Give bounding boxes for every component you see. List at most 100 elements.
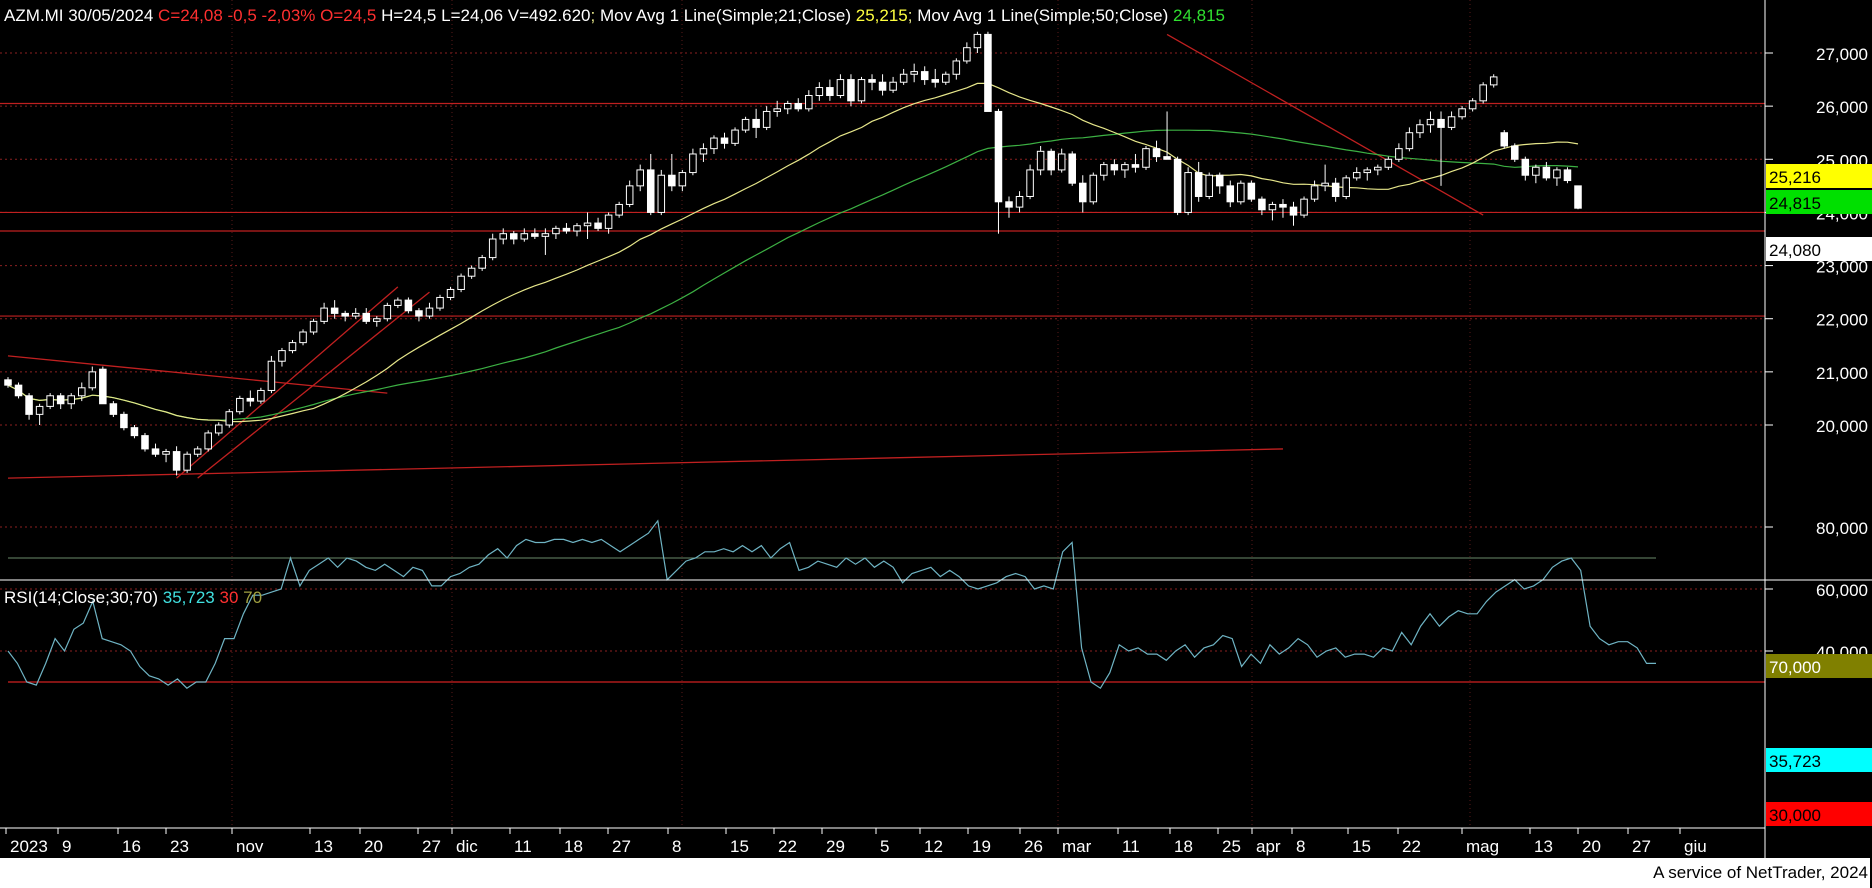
candle-body [35,405,44,415]
candle-body [1015,195,1024,208]
x-tick-label: 9 [62,837,71,856]
separator: ; [590,6,596,25]
chart-canvas: 27,00026,00025,00024,00023,00022,00021,0… [0,0,1872,858]
candle-body [847,79,855,102]
x-tick-label: 27 [1632,837,1651,856]
candle-body [1331,182,1340,197]
candle-body [994,110,1003,203]
ma21-path [7,82,1579,423]
x-tick-label: 19 [972,837,991,856]
candle-body [436,296,444,309]
x-tick-label: giu [1684,837,1707,856]
trendline [176,286,399,479]
separator: ; [907,6,913,25]
candle-body [1110,164,1119,171]
trendline [7,448,1283,479]
candle-body [193,448,202,455]
candle-body [1574,185,1582,209]
candle-body [425,307,434,317]
candle-body [783,102,792,110]
candle-body [1215,174,1224,187]
candle-body [236,397,244,413]
candle-body [351,312,360,317]
candle-body [531,233,539,237]
candle-body [931,79,940,83]
x-tick-label: 29 [826,837,845,856]
candle-body [204,432,212,450]
x-tick-label: 8 [672,837,681,856]
candle-body [678,172,687,187]
ma50-badge-bg [1766,190,1872,214]
x-tick-label: 20 [364,837,383,856]
candle-body [973,33,982,49]
candle-body [773,108,781,112]
candle-body [257,389,265,402]
candle-body [984,33,992,112]
candle-body [1142,148,1150,168]
rsi-value-badge-bg [1766,748,1872,772]
x-tick-label: dic [456,837,478,856]
candle-body [1437,118,1445,128]
candle-body [1342,177,1350,197]
x-tick-label: 2023 [10,837,48,856]
x-tick-label: 25 [1222,837,1241,856]
candle-body [1352,172,1361,179]
candle-body [1131,164,1140,168]
candle-body [1416,124,1424,134]
candle-body [341,312,349,317]
candle-body [14,384,23,397]
ma21-line [7,82,1579,423]
candle-body [109,403,118,415]
candle-body [1300,198,1308,216]
candle-body [1542,166,1551,179]
ma21-label: Mov Avg 1 Line(Simple;21;Close) [599,6,851,25]
candle-body [657,174,666,213]
candle-body [1279,203,1287,208]
rsi-upper: 70 [243,588,263,607]
candle-body [1321,182,1329,187]
rsi-grid [0,526,1765,683]
x-tick-label: 5 [880,837,889,856]
candle-body [499,233,508,240]
trendline [7,355,388,394]
footer-text: A service of NetTrader, 2024 [1653,863,1868,882]
candle-body [868,79,876,83]
candle-body [731,129,739,144]
candle-body [56,395,65,405]
candle-body [373,318,381,322]
candle-body [1289,206,1298,216]
candle-body [383,304,392,320]
candle-body [172,451,181,471]
candle-body [604,214,613,229]
candle-body [615,203,623,216]
candle-body [573,225,581,232]
candle-body [1511,145,1519,160]
x-tick-label: 26 [1024,837,1043,856]
candle-body [1405,132,1414,150]
price-tick-label: 23,000 [1816,258,1868,277]
x-tick-label: nov [236,837,264,856]
candle-body [1500,132,1509,147]
x-tick-label: mar [1062,837,1092,856]
trendline [197,291,430,479]
candle-body [1489,76,1498,86]
candle-body [794,102,803,110]
candle-body [1468,100,1477,110]
x-tick-label: mag [1466,837,1499,856]
candle-body [288,342,297,352]
x-tick-label: 22 [778,837,797,856]
candle-body [320,307,328,322]
rsi-label: RSI(14;Close;30;70) [4,588,159,607]
candle-body [214,424,223,434]
candle-body [815,87,824,97]
candle-body [67,395,75,405]
x-tick-label: 11 [1122,837,1140,856]
ma21-badge: 25,216 [1769,168,1821,187]
ma21-badge-bg [1766,164,1872,188]
x-tick-label: 15 [1352,837,1371,856]
candle-body [752,118,760,128]
candle-body [1563,169,1572,182]
candle-body [394,299,402,306]
candle-body [1057,153,1066,171]
ma50-value: 24,815 [1172,6,1225,25]
